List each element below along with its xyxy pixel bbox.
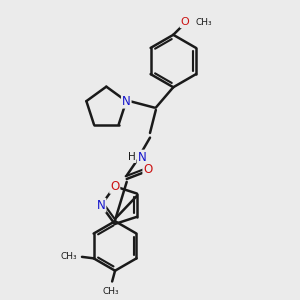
Text: O: O [143,163,153,176]
Text: CH₃: CH₃ [102,287,119,296]
Text: CH₃: CH₃ [196,18,212,27]
Text: H: H [128,152,136,162]
Text: N: N [122,94,130,108]
Text: O: O [181,17,189,27]
Text: O: O [110,180,119,193]
Text: N: N [97,199,106,212]
Text: N: N [138,151,146,164]
Text: CH₃: CH₃ [61,252,78,261]
